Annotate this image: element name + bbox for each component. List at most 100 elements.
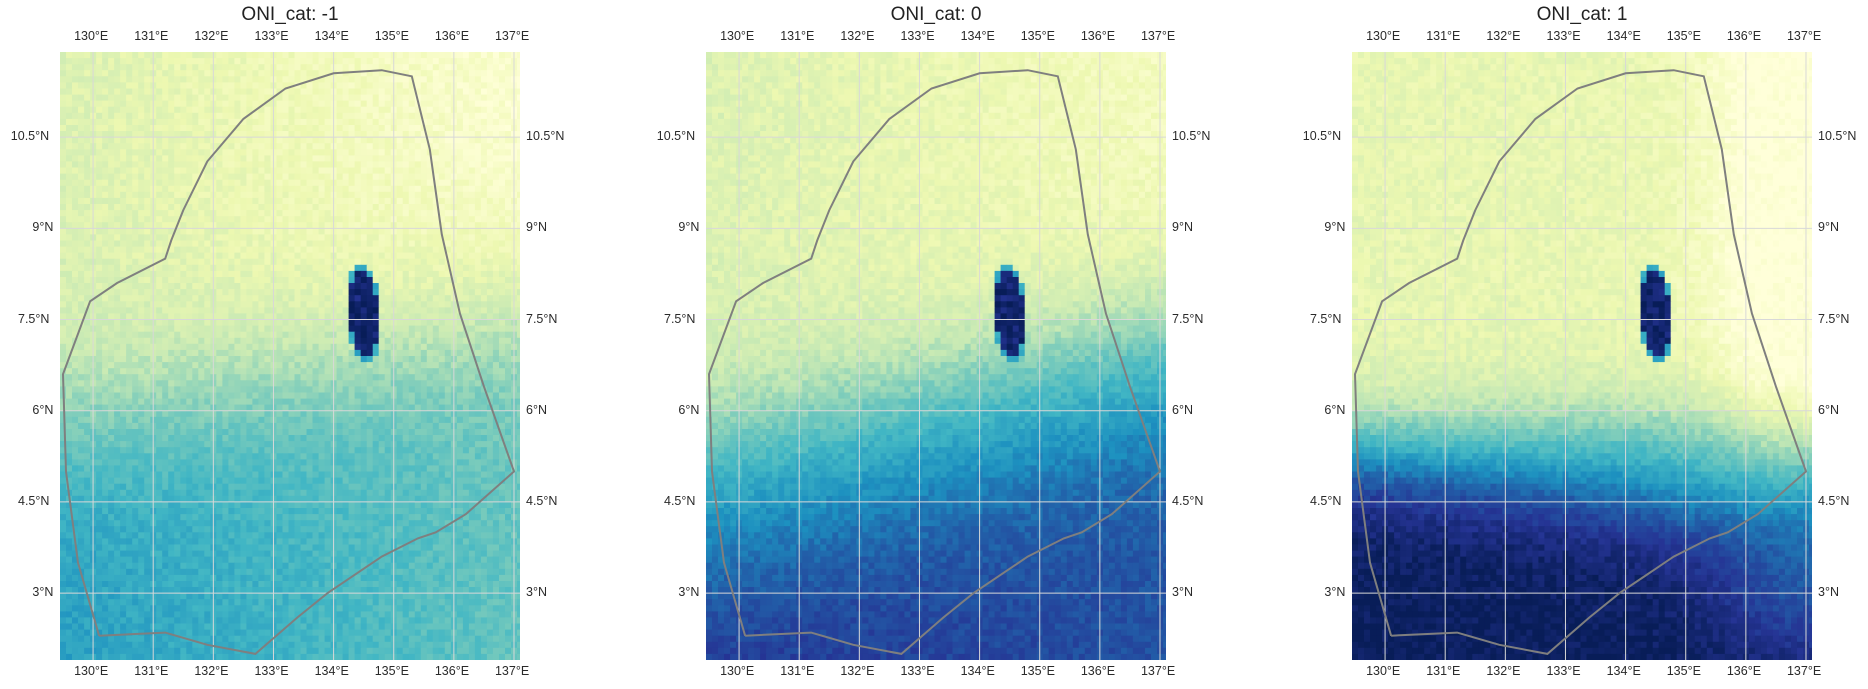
- panel-title: ONI_cat: -1: [60, 4, 520, 26]
- lat-tick-label-left: 9°N: [1324, 220, 1345, 234]
- lat-tick-label-left: 10.5°N: [657, 129, 695, 143]
- lat-tick-label-left: 4.5°N: [18, 494, 49, 508]
- lon-tick-label-top: 136°E: [1081, 29, 1115, 43]
- lat-tick-label-right: 4.5°N: [526, 494, 557, 508]
- lon-tick-label-top: 137°E: [495, 29, 529, 43]
- map-canvas: [706, 52, 1166, 660]
- lat-tick-label-right: 6°N: [526, 403, 547, 417]
- panel-title: ONI_cat: 1: [1352, 4, 1812, 26]
- lon-tick-label-top: 135°E: [375, 29, 409, 43]
- map-canvas: [60, 52, 520, 660]
- map-plot: [706, 52, 1166, 660]
- lat-tick-label-right: 3°N: [526, 585, 547, 599]
- lon-tick-label-top: 134°E: [961, 29, 995, 43]
- lon-tick-label-top: 134°E: [315, 29, 349, 43]
- lat-tick-label-right: 4.5°N: [1172, 494, 1203, 508]
- lon-tick-label-top: 135°E: [1021, 29, 1055, 43]
- sst-raster: [60, 52, 520, 660]
- map-plot: [1352, 52, 1812, 660]
- lat-tick-label-right: 7.5°N: [1818, 312, 1849, 326]
- lat-tick-label-left: 7.5°N: [664, 312, 695, 326]
- lon-tick-label-bottom: 131°E: [1426, 664, 1460, 678]
- lon-tick-label-top: 132°E: [1486, 29, 1520, 43]
- lat-tick-label-right: 7.5°N: [526, 312, 557, 326]
- lat-tick-label-left: 3°N: [678, 585, 699, 599]
- lon-tick-label-bottom: 132°E: [840, 664, 874, 678]
- lat-tick-label-left: 9°N: [32, 220, 53, 234]
- lat-tick-label-left: 10.5°N: [1303, 129, 1341, 143]
- lon-tick-label-top: 133°E: [900, 29, 934, 43]
- gridlines: [60, 52, 520, 660]
- lat-tick-label-right: 6°N: [1818, 403, 1839, 417]
- lon-tick-label-top: 130°E: [720, 29, 754, 43]
- lon-tick-label-top: 131°E: [780, 29, 814, 43]
- lat-tick-label-left: 3°N: [32, 585, 53, 599]
- map-canvas: [1352, 52, 1812, 660]
- lat-tick-label-right: 6°N: [1172, 403, 1193, 417]
- lat-tick-label-left: 7.5°N: [18, 312, 49, 326]
- lat-tick-label-left: 4.5°N: [664, 494, 695, 508]
- lon-tick-label-bottom: 135°E: [375, 664, 409, 678]
- lat-tick-label-left: 6°N: [678, 403, 699, 417]
- lon-tick-label-top: 130°E: [74, 29, 108, 43]
- lon-tick-label-bottom: 136°E: [1081, 664, 1115, 678]
- lat-tick-label-left: 3°N: [1324, 585, 1345, 599]
- lon-tick-label-top: 131°E: [134, 29, 168, 43]
- lon-tick-label-bottom: 134°E: [315, 664, 349, 678]
- lat-tick-label-right: 10.5°N: [1172, 129, 1210, 143]
- eez-boundary: [1353, 69, 1808, 655]
- lon-tick-label-top: 133°E: [1546, 29, 1580, 43]
- lon-tick-label-bottom: 137°E: [495, 664, 529, 678]
- lon-tick-label-bottom: 130°E: [1366, 664, 1400, 678]
- map-plot: [60, 52, 520, 660]
- eez-boundary: [61, 69, 516, 655]
- lon-tick-label-top: 137°E: [1787, 29, 1821, 43]
- lat-tick-label-right: 3°N: [1818, 585, 1839, 599]
- lon-tick-label-top: 132°E: [840, 29, 874, 43]
- lat-tick-label-right: 10.5°N: [526, 129, 564, 143]
- gridlines: [706, 52, 1166, 660]
- lon-tick-label-top: 130°E: [1366, 29, 1400, 43]
- lon-tick-label-bottom: 133°E: [1546, 664, 1580, 678]
- lon-tick-label-bottom: 131°E: [134, 664, 168, 678]
- lon-tick-label-bottom: 131°E: [780, 664, 814, 678]
- lon-tick-label-top: 133°E: [254, 29, 288, 43]
- lon-tick-label-bottom: 132°E: [1486, 664, 1520, 678]
- lon-tick-label-bottom: 137°E: [1787, 664, 1821, 678]
- lon-tick-label-top: 135°E: [1667, 29, 1701, 43]
- lon-tick-label-bottom: 136°E: [1727, 664, 1761, 678]
- sst-raster: [1352, 52, 1812, 660]
- lon-tick-label-bottom: 135°E: [1667, 664, 1701, 678]
- lat-tick-label-right: 7.5°N: [1172, 312, 1203, 326]
- lon-tick-label-top: 136°E: [1727, 29, 1761, 43]
- lat-tick-label-left: 6°N: [1324, 403, 1345, 417]
- lon-tick-label-bottom: 133°E: [900, 664, 934, 678]
- lat-tick-label-left: 6°N: [32, 403, 53, 417]
- lat-tick-label-left: 9°N: [678, 220, 699, 234]
- lon-tick-label-top: 136°E: [435, 29, 469, 43]
- lat-tick-label-left: 10.5°N: [11, 129, 49, 143]
- lon-tick-label-top: 137°E: [1141, 29, 1175, 43]
- lon-tick-label-bottom: 130°E: [720, 664, 754, 678]
- lat-tick-label-right: 9°N: [1818, 220, 1839, 234]
- lon-tick-label-bottom: 130°E: [74, 664, 108, 678]
- lon-tick-label-bottom: 135°E: [1021, 664, 1055, 678]
- lon-tick-label-bottom: 137°E: [1141, 664, 1175, 678]
- lat-tick-label-left: 7.5°N: [1310, 312, 1341, 326]
- lon-tick-label-top: 134°E: [1607, 29, 1641, 43]
- lat-tick-label-right: 9°N: [526, 220, 547, 234]
- lon-tick-label-bottom: 136°E: [435, 664, 469, 678]
- lon-tick-label-bottom: 134°E: [1607, 664, 1641, 678]
- lon-tick-label-top: 132°E: [194, 29, 228, 43]
- lat-tick-label-right: 4.5°N: [1818, 494, 1849, 508]
- lon-tick-label-bottom: 132°E: [194, 664, 228, 678]
- lat-tick-label-right: 9°N: [1172, 220, 1193, 234]
- lon-tick-label-bottom: 133°E: [254, 664, 288, 678]
- lat-tick-label-left: 4.5°N: [1310, 494, 1341, 508]
- panel-title: ONI_cat: 0: [706, 4, 1166, 26]
- sst-raster: [706, 52, 1166, 660]
- lat-tick-label-right: 3°N: [1172, 585, 1193, 599]
- eez-boundary: [707, 69, 1162, 655]
- lat-tick-label-right: 10.5°N: [1818, 129, 1856, 143]
- lon-tick-label-top: 131°E: [1426, 29, 1460, 43]
